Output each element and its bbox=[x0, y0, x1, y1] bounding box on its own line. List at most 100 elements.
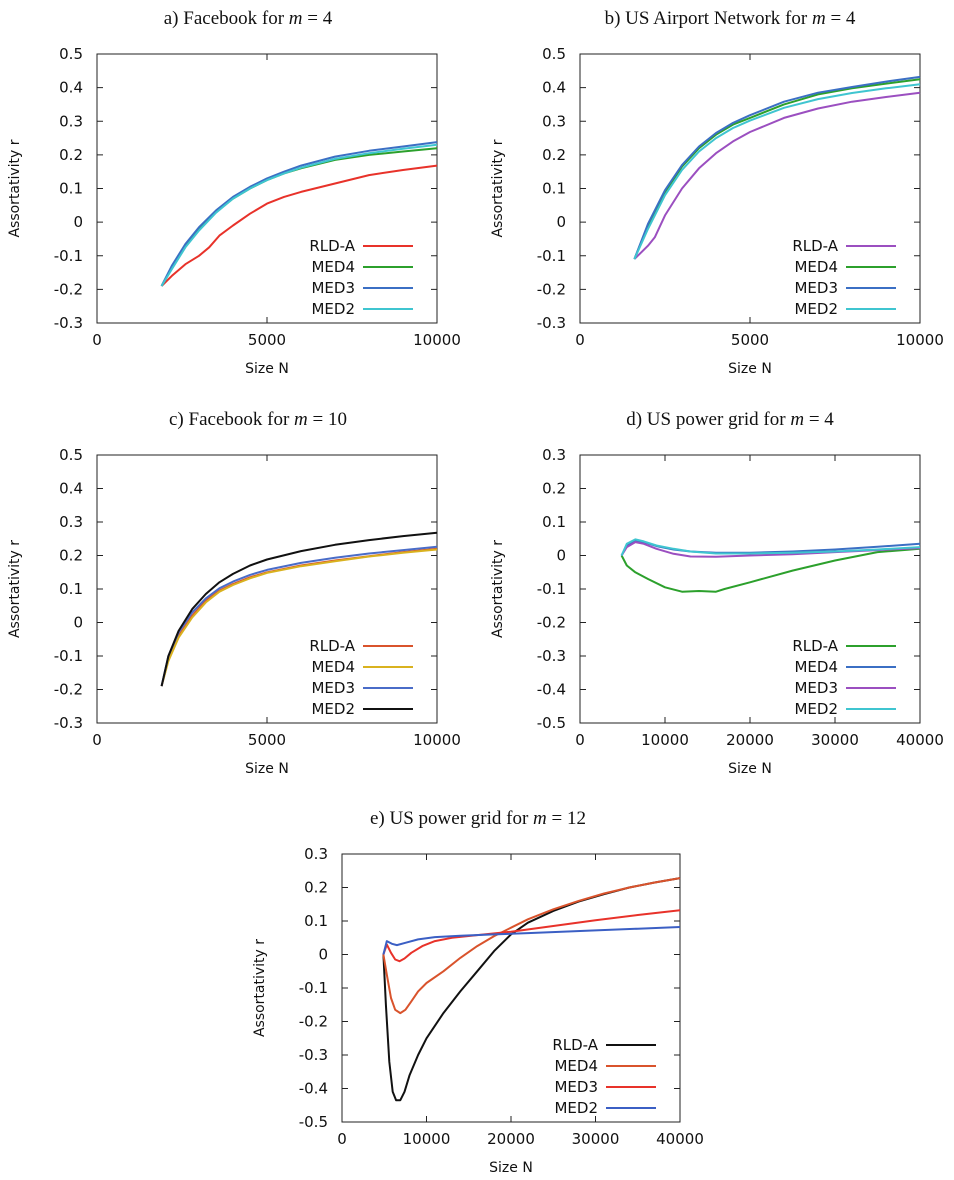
legend-label: MED4 bbox=[794, 658, 838, 676]
y-tick-label: 0.5 bbox=[59, 446, 83, 464]
y-tick-label: 0 bbox=[73, 614, 83, 632]
legend-label: MED2 bbox=[311, 700, 355, 718]
chart-title-suffix: = 10 bbox=[308, 409, 347, 430]
x-axis-label: Size N bbox=[728, 361, 772, 377]
plot-frame bbox=[96, 53, 438, 324]
chart-title: b) US Airport Network for m = 4 bbox=[605, 8, 856, 29]
x-tick-label: 0 bbox=[337, 1130, 347, 1148]
x-tick-label: 5000 bbox=[248, 731, 286, 749]
series-line-med4 bbox=[160, 548, 438, 687]
legend-label: MED2 bbox=[794, 700, 838, 718]
series-line-med2 bbox=[382, 926, 681, 955]
legend-label: MED4 bbox=[554, 1057, 598, 1075]
y-tick-label: 0.1 bbox=[304, 912, 328, 930]
x-tick-label: 0 bbox=[92, 731, 102, 749]
y-tick-label: 0 bbox=[556, 213, 566, 231]
chart-panel-e: e) US power grid for m = 12 -0.5 -0.4 -0.3 -… bbox=[252, 808, 704, 1176]
series-line-med2 bbox=[160, 143, 438, 287]
x-axis-label: Size N bbox=[489, 1160, 533, 1176]
y-tick-label: 0 bbox=[73, 213, 83, 231]
x-tick-label: 10000 bbox=[896, 331, 944, 349]
x-tick-label: 0 bbox=[92, 331, 102, 349]
series-line-med3 bbox=[633, 75, 921, 260]
x-tick-label: 10000 bbox=[403, 1130, 451, 1148]
y-axis-label: Assortativity r bbox=[490, 139, 506, 237]
series-line-med2 bbox=[633, 83, 921, 260]
x-tick-label: 0 bbox=[575, 331, 585, 349]
y-tick-label: 0.3 bbox=[542, 112, 566, 130]
x-tick-label: 20000 bbox=[487, 1130, 535, 1148]
y-tick-label: -0.3 bbox=[54, 314, 83, 332]
plot-frame bbox=[579, 454, 921, 724]
chart-title: e) US power grid for m = 12 bbox=[370, 808, 586, 829]
chart-title-prefix: e) US power grid for bbox=[370, 808, 533, 829]
x-tick-label: 5000 bbox=[731, 331, 769, 349]
y-tick-label: -0.5 bbox=[537, 714, 566, 732]
legend-label: RLD-A bbox=[309, 637, 355, 655]
x-axis-label: Size N bbox=[245, 761, 289, 777]
legend-label: MED3 bbox=[554, 1078, 598, 1096]
series-line-med3 bbox=[160, 141, 438, 287]
chart-title-variable: m bbox=[812, 8, 826, 29]
y-tick-label: 0 bbox=[318, 946, 328, 964]
y-tick-label: 0.2 bbox=[304, 879, 328, 897]
y-tick-label: -0.1 bbox=[54, 647, 83, 665]
legend-label: MED3 bbox=[311, 279, 355, 297]
legend-label: MED4 bbox=[794, 258, 838, 276]
chart-title-suffix: = 4 bbox=[303, 8, 333, 29]
chart-panel-b: b) US Airport Network for m = 4 -0.3 -0.2 -… bbox=[490, 8, 944, 377]
legend-label: MED3 bbox=[794, 279, 838, 297]
y-tick-label: 0.1 bbox=[542, 180, 566, 198]
chart-title-prefix: c) Facebook for bbox=[169, 409, 294, 430]
chart-title-prefix: b) US Airport Network for bbox=[605, 8, 812, 29]
chart-title-suffix: = 4 bbox=[826, 8, 856, 29]
y-tick-label: 0.1 bbox=[542, 513, 566, 531]
chart-title-variable: m bbox=[289, 8, 303, 29]
chart-title: c) Facebook for m = 10 bbox=[169, 409, 347, 430]
legend-label: RLD-A bbox=[792, 637, 838, 655]
legend-label: MED4 bbox=[311, 258, 355, 276]
y-tick-label: 0.4 bbox=[59, 79, 83, 97]
chart-panel-d: d) US power grid for m = 4 -0.5 -0.4 -0.3 -0… bbox=[490, 409, 944, 777]
y-tick-label: -0.1 bbox=[54, 247, 83, 265]
chart-title-suffix: = 4 bbox=[804, 409, 834, 430]
y-tick-label: -0.2 bbox=[299, 1013, 328, 1031]
y-tick-label: -0.2 bbox=[537, 614, 566, 632]
chart-title: d) US power grid for m = 4 bbox=[626, 409, 834, 430]
y-tick-label: -0.3 bbox=[54, 714, 83, 732]
y-tick-label: 0.1 bbox=[59, 180, 83, 198]
chart-title-variable: m bbox=[294, 409, 308, 430]
x-tick-label: 0 bbox=[575, 731, 585, 749]
y-tick-label: -0.3 bbox=[299, 1046, 328, 1064]
x-tick-label: 5000 bbox=[248, 331, 286, 349]
x-tick-label: 30000 bbox=[572, 1130, 620, 1148]
x-tick-label: 40000 bbox=[896, 731, 944, 749]
series-line-rld-a bbox=[633, 91, 921, 260]
x-tick-label: 10000 bbox=[413, 731, 461, 749]
legend-label: MED2 bbox=[794, 300, 838, 318]
chart-title-prefix: d) US power grid for bbox=[626, 409, 790, 430]
chart-title: a) Facebook for m = 4 bbox=[164, 8, 333, 29]
y-tick-label: -0.3 bbox=[537, 647, 566, 665]
y-tick-label: 0.1 bbox=[59, 580, 83, 598]
legend-label: MED2 bbox=[311, 300, 355, 318]
x-tick-label: 40000 bbox=[656, 1130, 704, 1148]
y-axis-label: Assortativity r bbox=[7, 139, 23, 237]
y-tick-label: 0.3 bbox=[59, 112, 83, 130]
y-tick-label: -0.4 bbox=[537, 681, 566, 699]
plot-frame bbox=[96, 454, 438, 724]
legend-label: RLD-A bbox=[792, 237, 838, 255]
chart-panel-c: c) Facebook for m = 10 -0.3 -0.2 -0.1 0 0.1 0.… bbox=[7, 409, 461, 777]
y-tick-label: -0.2 bbox=[537, 280, 566, 298]
chart-title-variable: m bbox=[790, 409, 804, 430]
chart-title-suffix: = 12 bbox=[547, 808, 586, 829]
plot-frame bbox=[341, 853, 681, 1123]
y-tick-label: 0.3 bbox=[542, 446, 566, 464]
chart-panel-a: a) Facebook for m = 4 -0.3 -0.2 -0.1 0 0.1 0.2… bbox=[7, 8, 461, 377]
y-axis-label: Assortativity r bbox=[490, 540, 506, 638]
series-line-med2 bbox=[620, 538, 921, 556]
legend-label: MED2 bbox=[554, 1099, 598, 1117]
series-line-rld-a bbox=[160, 547, 438, 687]
y-tick-label: 0.5 bbox=[542, 45, 566, 63]
y-tick-label: 0.2 bbox=[542, 480, 566, 498]
